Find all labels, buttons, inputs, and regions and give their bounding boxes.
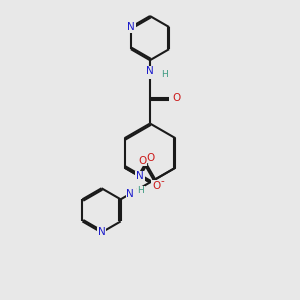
Text: N: N [127,22,135,32]
Text: N: N [146,66,154,76]
Text: N: N [136,172,144,182]
Text: O: O [147,153,155,163]
Text: O: O [152,181,160,191]
Text: H: H [137,186,144,195]
Text: H: H [161,70,167,79]
Text: -: - [161,176,164,186]
Text: N: N [127,189,134,199]
Text: O: O [172,94,181,103]
Text: N: N [98,227,105,237]
Text: O: O [138,155,147,166]
